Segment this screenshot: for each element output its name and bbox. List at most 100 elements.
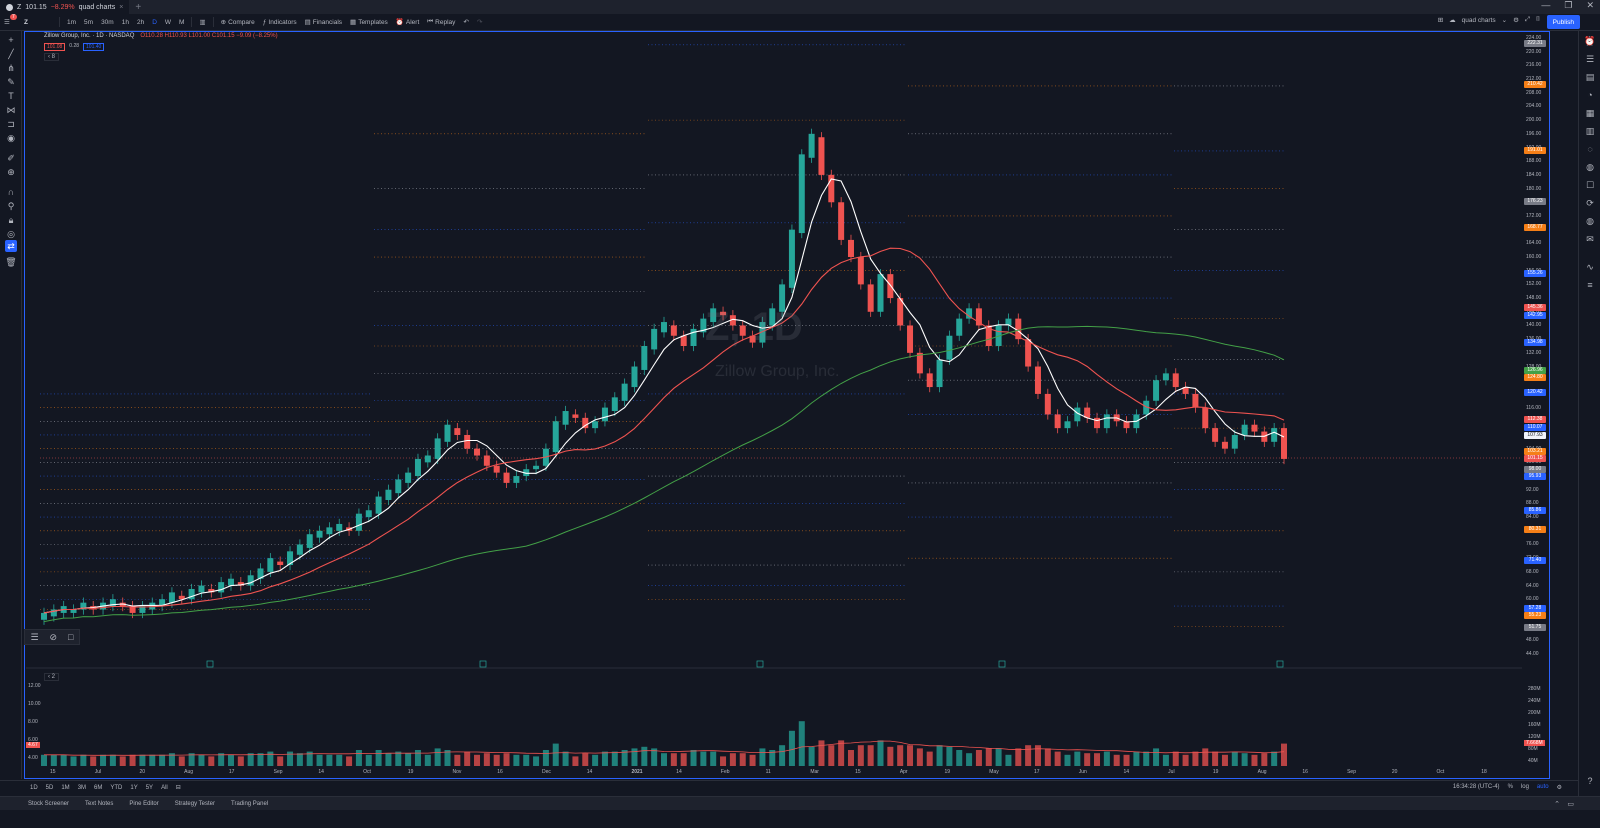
range-all[interactable]: All: [161, 784, 168, 791]
alarm-clock-icon[interactable]: ⏰: [1584, 36, 1596, 46]
data-window-icon[interactable]: ▤: [1585, 72, 1595, 82]
alert-button[interactable]: ⏰ Alert: [392, 18, 423, 27]
auto-scale-toggle[interactable]: auto: [1536, 784, 1549, 790]
messages-icon[interactable]: ✉: [1586, 234, 1594, 244]
interval-30m[interactable]: 30m: [101, 18, 114, 26]
range-1d[interactable]: 1D: [30, 784, 38, 791]
publish-button[interactable]: Publish: [1546, 15, 1580, 29]
pulse-icon[interactable]: ∿: [1586, 262, 1594, 272]
text-tool-icon[interactable]: T: [8, 91, 14, 101]
price-tag[interactable]: 57.28: [1524, 605, 1546, 613]
interval-1mo[interactable]: M: [179, 18, 185, 26]
calendar-icon[interactable]: ▦: [1585, 108, 1595, 118]
ideas-icon[interactable]: ◌: [1587, 144, 1593, 154]
maximize-panel-icon[interactable]: ▭: [1567, 800, 1574, 808]
price-tag[interactable]: 98.00: [1524, 465, 1546, 473]
price-tag[interactable]: 155.26: [1524, 269, 1546, 277]
square-icon[interactable]: □: [68, 632, 74, 642]
range-ytd[interactable]: YTD: [110, 784, 123, 791]
camera-icon[interactable]: ⌷: [1536, 16, 1540, 23]
notifications-icon[interactable]: ⟳: [1586, 198, 1594, 208]
order-panel-icon[interactable]: ≡: [1587, 280, 1593, 290]
chart-type-button[interactable]: ▥: [199, 19, 206, 26]
watchlist-icon[interactable]: ☰: [1585, 54, 1595, 64]
range-1y[interactable]: 1Y: [130, 784, 138, 791]
price-tag[interactable]: 101.15: [1524, 454, 1546, 462]
bid-price[interactable]: 101.08: [44, 43, 66, 51]
interval-1m[interactable]: 1m: [67, 18, 77, 26]
new-tab-icon[interactable]: +: [135, 1, 142, 13]
eye-icon[interactable]: ◉: [7, 133, 15, 143]
indicators-collapse-button[interactable]: ‹ 8: [44, 53, 60, 61]
templates-button[interactable]: ▦ Templates: [346, 18, 392, 27]
streams-icon[interactable]: ◍: [1586, 162, 1594, 172]
tab-stock-screener[interactable]: Stock Screener: [28, 800, 70, 807]
undo-button[interactable]: ↶: [463, 19, 469, 26]
symbol-search-input[interactable]: Z: [24, 18, 28, 26]
news-icon[interactable]: ▥: [1585, 126, 1595, 136]
log-scale-toggle[interactable]: log: [1520, 784, 1529, 790]
percent-scale-toggle[interactable]: %: [1507, 784, 1513, 790]
chevron-down-icon[interactable]: ⌄: [1501, 17, 1508, 24]
sync-drawing-icon[interactable]: ⇄: [5, 240, 17, 252]
price-tag[interactable]: 120.42: [1524, 388, 1546, 396]
trend-line-icon[interactable]: ╱: [8, 49, 14, 59]
browser-tab[interactable]: Z 101.15 −8.29% quad charts ×: [0, 0, 130, 14]
range-6m[interactable]: 6M: [94, 784, 103, 791]
collapse-panel-icon[interactable]: ⌃: [1554, 800, 1560, 808]
maximize-button[interactable]: ❐: [1564, 0, 1573, 10]
main-menu-button[interactable]: ☰ 7: [4, 14, 17, 26]
price-tag[interactable]: 126.96: [1524, 366, 1546, 374]
financials-button[interactable]: ▤ Financials: [301, 18, 346, 27]
range-5d[interactable]: 5D: [45, 784, 54, 791]
price-tag[interactable]: 210.42: [1524, 80, 1546, 88]
trash-icon[interactable]: 🗑︎: [5, 257, 17, 267]
pattern-icon[interactable]: ⋈: [6, 105, 16, 115]
object-tree-icon[interactable]: ☰: [30, 631, 39, 642]
help-icon[interactable]: ?: [1587, 776, 1593, 786]
hotlist-icon[interactable]: ◔: [1587, 90, 1593, 100]
range-1m[interactable]: 1M: [61, 784, 70, 791]
price-tag[interactable]: 145.36: [1524, 303, 1546, 311]
range-5y[interactable]: 5Y: [145, 784, 154, 791]
price-tag[interactable]: 176.23: [1524, 197, 1546, 205]
tab-close-icon[interactable]: ×: [119, 3, 124, 11]
link-icon[interactable]: ⊘: [49, 631, 58, 642]
price-tag[interactable]: 80.31: [1524, 526, 1546, 534]
price-tag[interactable]: 142.95: [1524, 311, 1546, 319]
magnet-icon[interactable]: ∩: [7, 187, 15, 197]
price-scale[interactable]: 224.00 220.00 216.00 212.00 208.00 204.00 200.…: [1522, 32, 1549, 668]
ask-price[interactable]: 101.40: [83, 43, 105, 51]
price-tag[interactable]: 124.80: [1524, 373, 1546, 381]
layout-grid-icon[interactable]: ⊞: [1437, 17, 1444, 24]
minimize-button[interactable]: —: [1541, 0, 1551, 10]
range-3m[interactable]: 3M: [77, 784, 87, 791]
interval-1w[interactable]: W: [164, 18, 172, 26]
lock-drawings-icon[interactable]: ⚲: [7, 201, 15, 211]
price-tag[interactable]: 110.07: [1524, 424, 1546, 432]
tab-pine-editor[interactable]: Pine Editor: [129, 800, 159, 807]
price-tag[interactable]: 191.01: [1524, 147, 1546, 155]
price-tag[interactable]: 107.93: [1524, 431, 1546, 439]
price-tag[interactable]: 85.86: [1524, 507, 1546, 515]
interval-5m[interactable]: 5m: [84, 18, 94, 26]
price-tag[interactable]: 168.77: [1524, 223, 1546, 231]
replay-button[interactable]: ⏮ Replay: [423, 18, 459, 26]
crosshair-icon[interactable]: +: [8, 35, 14, 45]
ruler-icon[interactable]: ⊐: [7, 119, 15, 129]
indicators-button[interactable]: ƒ Indicators: [259, 19, 301, 26]
time-axis[interactable]: 15 Jul 20 Aug 17 Sep 14 Oct 19 Nov 16 Dec 14 2021 14 Fe…: [26, 768, 1522, 778]
lock-icon[interactable]: 🔒︎: [8, 215, 14, 225]
price-tag[interactable]: 112.38: [1524, 416, 1546, 424]
settings-gear-icon[interactable]: ⚙: [1513, 17, 1519, 24]
show-hide-icon[interactable]: ◎: [7, 229, 15, 239]
price-tag[interactable]: 134.98: [1524, 339, 1546, 347]
fullscreen-icon[interactable]: ⤢: [1524, 16, 1531, 23]
tab-trading-panel[interactable]: Trading Panel: [231, 800, 269, 807]
tab-strategy-tester[interactable]: Strategy Tester: [174, 800, 215, 807]
volume-legend-collapse[interactable]: ‹ 2: [44, 673, 60, 681]
symbol-title[interactable]: Zillow Group, Inc. · 1D · NASDAQ: [44, 33, 135, 39]
goto-date-icon[interactable]: ⊟: [175, 785, 181, 791]
interval-2h[interactable]: 2h: [136, 18, 145, 26]
